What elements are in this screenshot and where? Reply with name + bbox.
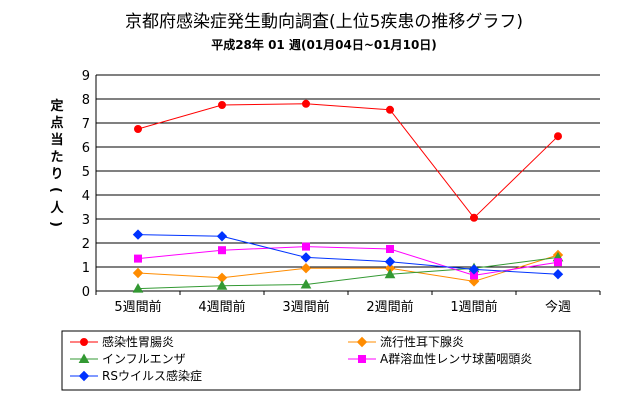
legend-label: 流行性耳下腺炎 (380, 335, 464, 349)
y-axis-label-char: ) (48, 221, 63, 227)
y-tick-label: 8 (82, 93, 90, 108)
data-point (470, 213, 478, 222)
legend-label: 感染性胃腸炎 (102, 334, 174, 349)
plot-area: 0 1 2 3 4 5 6 7 8 9 5週間前 4週間前 3週間前 2週間前 1週間前 今週 (82, 69, 601, 315)
data-point (302, 242, 310, 251)
series-1 (134, 99, 562, 222)
legend-item: 感染性胃腸炎 (70, 334, 174, 349)
data-point (218, 101, 226, 109)
legend-item: 流行性耳下腺炎 (348, 335, 464, 349)
series-5 (132, 229, 564, 280)
data-point (300, 262, 312, 274)
legend-item: RSウイルス感染症 (70, 368, 202, 383)
series-2 (132, 249, 564, 287)
data-point (386, 105, 394, 114)
data-point (386, 245, 394, 253)
legend-marker (78, 353, 90, 363)
data-point (384, 256, 396, 267)
y-tick-label: 7 (82, 117, 90, 132)
data-point (134, 125, 142, 133)
data-point (554, 258, 562, 267)
series-line (137, 254, 559, 282)
y-tick-label: 9 (82, 69, 90, 84)
data-point (302, 99, 310, 108)
legend-box (61, 330, 581, 391)
legend-label: インフルエンザ (102, 352, 186, 366)
data-point (468, 264, 480, 275)
y-tick-label: 1 (82, 261, 90, 276)
x-tick-label: 5週間前 (114, 299, 161, 315)
y-tick-label: 4 (82, 189, 90, 204)
y-axis-label-char: り (50, 167, 63, 182)
series-line (137, 103, 559, 219)
y-axis-label-char: 点 (50, 115, 63, 131)
y-axis-label-char: ( (48, 187, 63, 193)
legend-marker (356, 336, 368, 348)
legend-label: RSウイルス感染症 (102, 368, 202, 383)
data-point (554, 132, 562, 141)
y-tick-label: 0 (82, 285, 90, 300)
y-tick-label: 2 (82, 237, 90, 252)
legend-item: A群溶血性レンサ球菌咽頭炎 (348, 351, 532, 366)
x-tick-label: 2週間前 (366, 299, 413, 315)
data-point (134, 254, 142, 263)
legend-item: インフルエンザ (70, 352, 186, 366)
y-axis-label-char: 当 (50, 132, 63, 148)
data-point (384, 268, 396, 279)
x-tick-label: 4週間前 (198, 299, 245, 315)
data-point (218, 246, 226, 255)
data-point (132, 283, 144, 293)
y-axis-label-char: 人 (50, 200, 64, 216)
chart-title: 京都府感染症発生動向調査(上位5疾患の推移グラフ) (125, 12, 523, 32)
series-3 (132, 251, 564, 293)
data-point (300, 252, 312, 263)
series-line (137, 234, 559, 275)
x-tick-label: 3週間前 (282, 299, 329, 315)
x-tick-label: 今週 (545, 299, 571, 315)
series-4 (134, 242, 562, 280)
legend-marker (78, 370, 90, 382)
series-line (137, 246, 559, 276)
data-point (300, 279, 312, 289)
legend-label: A群溶血性レンサ球菌咽頭炎 (380, 351, 532, 366)
series-line (137, 256, 559, 290)
data-point (552, 268, 564, 280)
data-point (216, 280, 228, 290)
legend-marker (358, 355, 366, 363)
data-point (216, 231, 228, 242)
x-tick-label: 1週間前 (450, 299, 497, 315)
chart-subtitle: 平成28年 01 週(01月04日~01月10日) (211, 37, 437, 52)
data-point (132, 267, 144, 279)
legend-marker (80, 338, 88, 346)
y-tick-label: 3 (82, 213, 90, 228)
y-tick-label: 5 (82, 165, 90, 180)
y-axis-label-char: 定 (49, 98, 63, 114)
data-point (132, 229, 144, 240)
y-tick-label: 6 (82, 141, 90, 156)
y-axis-label-char: た (50, 150, 63, 165)
